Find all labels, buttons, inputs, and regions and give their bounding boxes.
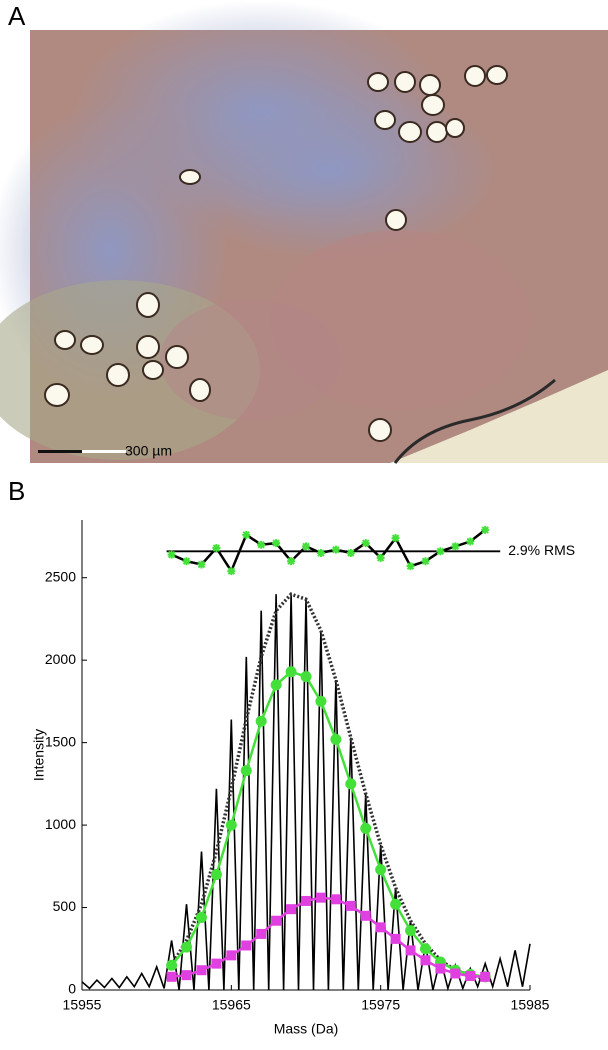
data-point (346, 548, 355, 557)
data-point (300, 671, 312, 683)
data-point (390, 933, 401, 944)
data-point (436, 547, 445, 556)
series-line (170, 670, 486, 979)
data-point (257, 540, 266, 549)
data-point (181, 941, 193, 953)
data-point (227, 567, 236, 576)
data-point (256, 928, 267, 939)
data-point (405, 945, 416, 956)
data-point (406, 562, 415, 571)
data-point (390, 898, 402, 910)
micrograph (0, 0, 608, 464)
data-point (286, 904, 297, 915)
x-tick-label: 15955 (63, 997, 102, 1013)
data-point (181, 970, 192, 981)
data-point (345, 778, 357, 790)
data-point (315, 695, 327, 707)
data-point (315, 892, 326, 903)
data-point (391, 534, 400, 543)
data-point (196, 965, 207, 976)
y-tick-label: 1500 (45, 733, 76, 749)
data-point (375, 864, 387, 876)
series-line (171, 528, 486, 574)
data-point (302, 542, 310, 551)
x-tick-label: 15965 (212, 997, 251, 1013)
x-tick-label: 15975 (361, 997, 400, 1013)
data-point (331, 545, 340, 554)
data-point (241, 940, 252, 951)
y-tick-label: 0 (68, 981, 76, 997)
data-point (420, 955, 431, 966)
data-point (330, 894, 341, 905)
data-point (255, 715, 267, 727)
y-tick-label: 1000 (45, 816, 76, 832)
data-point (182, 557, 191, 566)
y-axis-label: Intensity (31, 729, 47, 781)
series-line (81, 594, 531, 992)
scale-bar-label: 300 µm (125, 443, 172, 459)
data-point (450, 968, 461, 979)
data-point (167, 550, 176, 559)
data-point (166, 959, 178, 971)
x-tick-label: 15985 (511, 997, 550, 1013)
data-point (345, 900, 356, 911)
data-point (211, 958, 222, 969)
panel-label: A (8, 1, 26, 31)
annotation: 2.9% RMS (508, 542, 575, 558)
data-point (270, 679, 282, 691)
data-point (272, 539, 281, 548)
data-point (197, 560, 206, 569)
data-point (465, 970, 476, 981)
data-point (195, 911, 207, 923)
data-point (375, 922, 386, 933)
data-point (330, 733, 342, 745)
data-point (376, 553, 385, 562)
panel-label: B (8, 476, 25, 506)
data-point (166, 971, 177, 982)
data-point (451, 542, 460, 551)
data-point (225, 819, 237, 831)
data-point (285, 666, 297, 678)
data-point (360, 910, 371, 921)
data-point (421, 557, 430, 566)
data-point (481, 525, 490, 534)
data-point (361, 539, 370, 548)
data-point (240, 765, 252, 777)
data-point (242, 530, 251, 539)
data-point (301, 895, 311, 906)
data-point (212, 544, 221, 553)
x-axis-label: Mass (Da) (274, 1021, 339, 1037)
series-line (170, 592, 486, 981)
data-point (316, 548, 325, 557)
data-point (271, 915, 282, 926)
data-point (287, 557, 296, 566)
data-point (360, 822, 372, 834)
y-tick-label: 2500 (45, 568, 76, 584)
data-point (466, 537, 475, 546)
data-point (480, 971, 491, 982)
data-point (405, 925, 417, 937)
data-point (226, 950, 237, 961)
data-point (419, 943, 431, 955)
data-point (435, 963, 446, 974)
series-line (171, 896, 486, 979)
y-tick-label: 500 (53, 898, 77, 914)
data-point (210, 869, 222, 881)
y-tick-label: 2000 (45, 651, 76, 667)
